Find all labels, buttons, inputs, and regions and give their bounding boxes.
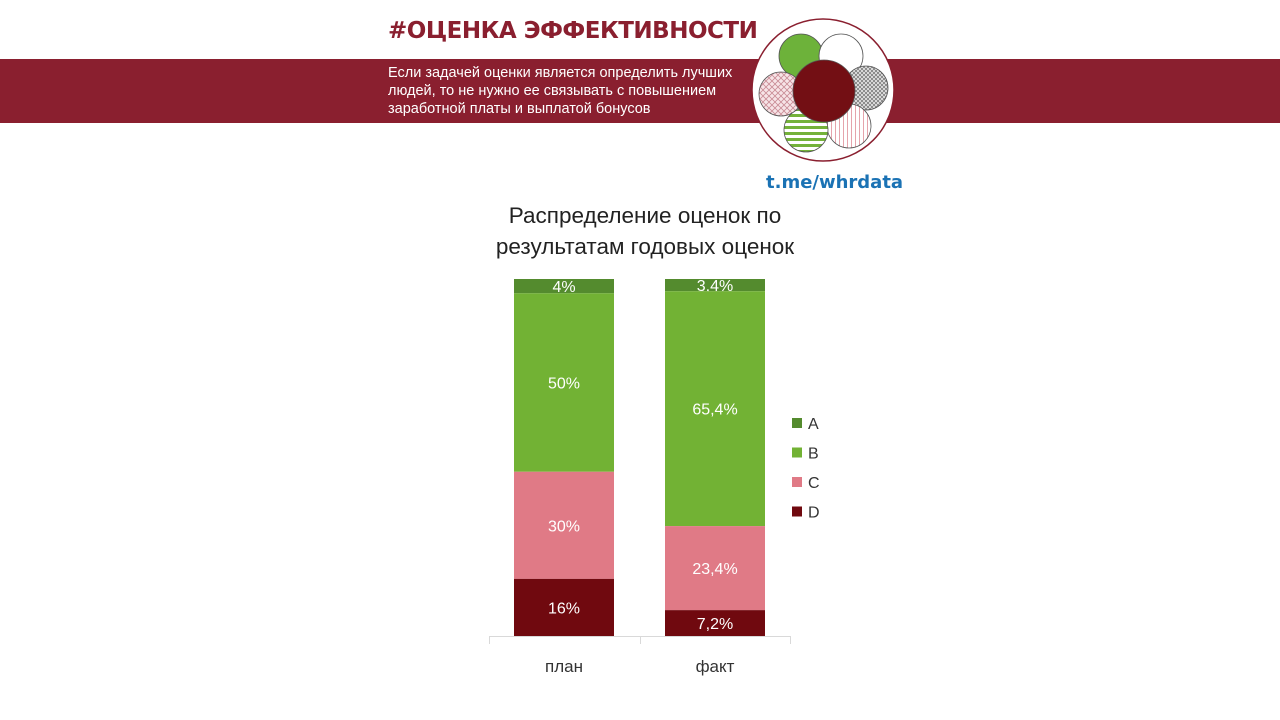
chart-title-line: Распределение оценок по: [508, 203, 782, 228]
legend-swatch: [792, 506, 802, 517]
data-label: 50%: [548, 376, 580, 393]
data-label: 7,2%: [697, 616, 733, 633]
bar-segment-a: [514, 279, 614, 294]
legend-swatch: [792, 447, 802, 458]
bar-segment-b: [665, 291, 765, 527]
header-band: [0, 59, 1280, 123]
bar-segment-c: [514, 471, 614, 579]
legend-label: D: [808, 505, 820, 522]
flower-logo: [751, 18, 895, 162]
category-label: план: [545, 657, 583, 676]
legend-label: C: [808, 475, 820, 492]
data-label: 4%: [552, 279, 575, 296]
bar-segment-d: [514, 578, 614, 636]
legend-label: A: [808, 416, 819, 433]
legend-swatch: [792, 418, 802, 428]
chart-title-line: результатам годовых оценок: [495, 234, 795, 259]
bar-segment-a: [665, 279, 765, 292]
chart-title: Распределение оценок по результатам годо…: [470, 200, 820, 262]
legend-label: B: [808, 446, 819, 463]
data-label: 3,4%: [697, 278, 733, 295]
data-label: 16%: [548, 600, 580, 617]
description-line: людей, то не нужно ее связывать с повыше…: [388, 83, 717, 99]
bar-segment-b: [514, 293, 614, 472]
data-label: 65,4%: [692, 402, 737, 419]
description-line: Если задачей оценки является определить …: [388, 65, 733, 81]
data-label: 30%: [548, 518, 580, 535]
legend-swatch: [792, 477, 802, 487]
page-hashtag: #ОЦЕНКА ЭФФЕКТИВНОСТИ: [388, 18, 758, 44]
header-description: Если задачей оценки является определить …: [388, 64, 748, 118]
telegram-channel-link[interactable]: t.me/whrdata: [766, 172, 904, 193]
bar-segment-c: [665, 526, 765, 611]
category-label: факт: [696, 657, 735, 676]
bar-segment-d: [665, 610, 765, 636]
data-label: 23,4%: [692, 561, 737, 578]
description-line: заработной платы и выплатой бонусов: [388, 101, 651, 117]
